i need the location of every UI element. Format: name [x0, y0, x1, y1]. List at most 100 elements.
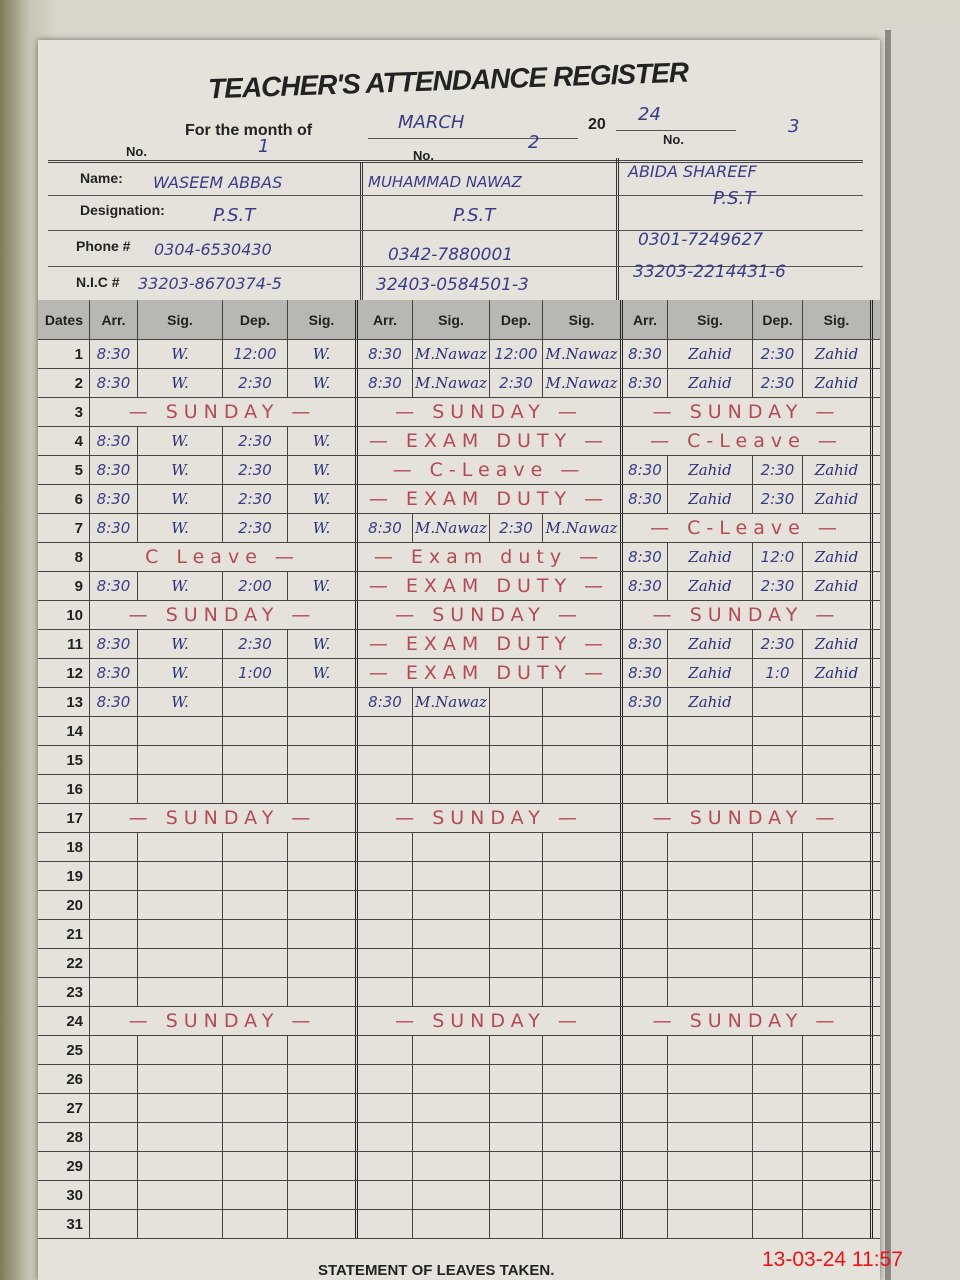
teacher-3-phone: 0301-7249627	[638, 230, 764, 250]
adjacent-page	[885, 30, 960, 1280]
date-cell: 4	[38, 427, 90, 455]
status-note: — SUNDAY —	[358, 1007, 623, 1035]
signature: Zahid	[668, 369, 753, 397]
teacher-1-dep-header: Dep.	[223, 300, 288, 339]
signature	[288, 1065, 358, 1093]
status-note: — EXAM DUTY —	[358, 572, 623, 600]
date-cell: 20	[38, 891, 90, 919]
date-cell: 23	[38, 978, 90, 1006]
date-cell: 8	[38, 543, 90, 571]
signature: W.	[138, 514, 223, 542]
teacher-3-sig-header: Sig.	[668, 300, 753, 339]
table-row: 21	[38, 920, 880, 949]
departure-time: 2:30	[223, 369, 288, 397]
table-row: 2 8:30 W. 2:30 W. 8:30 M.Nawaz 2:30 M.Nawaz 8:30 Z…	[38, 369, 880, 398]
date-cell: 26	[38, 1065, 90, 1093]
arrival-time	[358, 1036, 413, 1064]
signature	[543, 1036, 623, 1064]
signature	[803, 1152, 873, 1180]
departure-time	[490, 775, 543, 803]
signature: W.	[288, 659, 358, 687]
signature	[543, 717, 623, 745]
signature	[288, 717, 358, 745]
arrival-time: 8:30	[623, 340, 668, 368]
signature	[668, 1123, 753, 1151]
photo-timestamp: 13-03-24 11:57	[762, 1248, 903, 1271]
departure-time	[753, 775, 803, 803]
status-note: C Leave —	[90, 543, 358, 571]
teacher-3-dep-header: Dep.	[753, 300, 803, 339]
date-cell: 17	[38, 804, 90, 832]
signature	[803, 833, 873, 861]
arrival-time	[90, 1181, 138, 1209]
departure-time	[223, 949, 288, 977]
signature	[668, 1152, 753, 1180]
signature	[543, 688, 623, 716]
signature	[413, 1094, 490, 1122]
signature	[413, 978, 490, 1006]
signature	[138, 1152, 223, 1180]
signature: W.	[288, 369, 358, 397]
signature	[413, 1123, 490, 1151]
arrival-time	[623, 1181, 668, 1209]
departure-time	[490, 862, 543, 890]
month-value: MARCH	[398, 112, 465, 133]
arrival-time	[358, 775, 413, 803]
status-note: — C-Leave —	[623, 427, 873, 455]
table-row: 28	[38, 1123, 880, 1152]
date-cell: 1	[38, 340, 90, 368]
arrival-time	[90, 891, 138, 919]
date-cell: 19	[38, 862, 90, 890]
signature	[138, 1123, 223, 1151]
signature	[803, 920, 873, 948]
signature	[138, 833, 223, 861]
signature	[668, 1094, 753, 1122]
departure-time	[490, 978, 543, 1006]
date-cell: 24	[38, 1007, 90, 1035]
teacher-2-phone: 0342-7880001	[388, 245, 514, 265]
table-row: 25	[38, 1036, 880, 1065]
departure-time	[753, 746, 803, 774]
departure-time	[223, 862, 288, 890]
departure-time: 2:30	[223, 456, 288, 484]
arrival-time	[623, 920, 668, 948]
departure-time	[490, 1094, 543, 1122]
arrival-time: 8:30	[623, 688, 668, 716]
signature	[803, 1094, 873, 1122]
signature: Zahid	[668, 485, 753, 513]
departure-time: 2:30	[753, 340, 803, 368]
table-row: 6 8:30 W. 2:30 W. — EXAM DUTY —8:30 Zahid 2:30 Z…	[38, 485, 880, 514]
departure-time	[753, 1181, 803, 1209]
departure-time	[223, 978, 288, 1006]
arrival-time	[358, 717, 413, 745]
arrival-time	[358, 1210, 413, 1238]
arrival-time	[623, 833, 668, 861]
departure-time	[753, 1036, 803, 1064]
table-row: 1 8:30 W. 12:00 W. 8:30 M.Nawaz 12:00 M.Nawaz 8:3…	[38, 340, 880, 369]
arrival-time: 8:30	[90, 688, 138, 716]
signature	[668, 833, 753, 861]
signature: Zahid	[668, 456, 753, 484]
status-note: — SUNDAY —	[358, 398, 623, 426]
status-note: — SUNDAY —	[358, 601, 623, 629]
table-row: 24— SUNDAY — — SUNDAY — — SUNDAY —	[38, 1007, 880, 1036]
table-row: 23	[38, 978, 880, 1007]
signature	[138, 717, 223, 745]
departure-time: 2:00	[223, 572, 288, 600]
signature	[413, 833, 490, 861]
table-row: 12 8:30 W. 1:00 W. — EXAM DUTY —8:30 Zahid 1:0 Z…	[38, 659, 880, 688]
date-cell: 25	[38, 1036, 90, 1064]
teacher-3-designation: P.S.T	[713, 188, 756, 209]
signature	[288, 1123, 358, 1151]
table-row: 19	[38, 862, 880, 891]
signature	[803, 1210, 873, 1238]
arrival-time	[358, 746, 413, 774]
signature	[413, 1065, 490, 1093]
date-cell: 16	[38, 775, 90, 803]
signature	[288, 862, 358, 890]
date-cell: 15	[38, 746, 90, 774]
date-cell: 22	[38, 949, 90, 977]
arrival-time	[358, 1094, 413, 1122]
signature	[543, 862, 623, 890]
signature	[138, 978, 223, 1006]
